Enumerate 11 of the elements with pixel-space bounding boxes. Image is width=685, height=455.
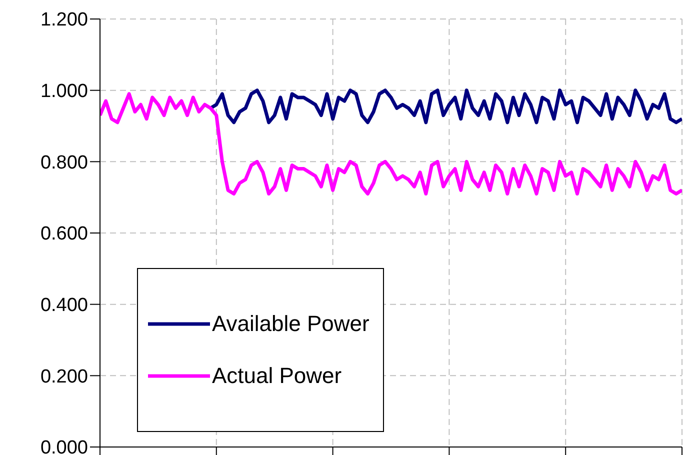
legend-label: Available Power (212, 311, 370, 337)
line-series (100, 92, 682, 196)
line-series (208, 88, 682, 124)
y-tick-label: 0.400 (40, 295, 88, 316)
y-tick-label: 0.800 (40, 152, 88, 174)
y-tick-label: 1.200 (40, 10, 88, 31)
y-tick-label: 0.000 (40, 438, 88, 455)
y-tick-label: 0.200 (40, 366, 88, 388)
y-tick-label: 1.000 (40, 81, 88, 102)
y-tick-label: 0.600 (40, 224, 88, 245)
legend-label: Actual Power (212, 363, 342, 389)
